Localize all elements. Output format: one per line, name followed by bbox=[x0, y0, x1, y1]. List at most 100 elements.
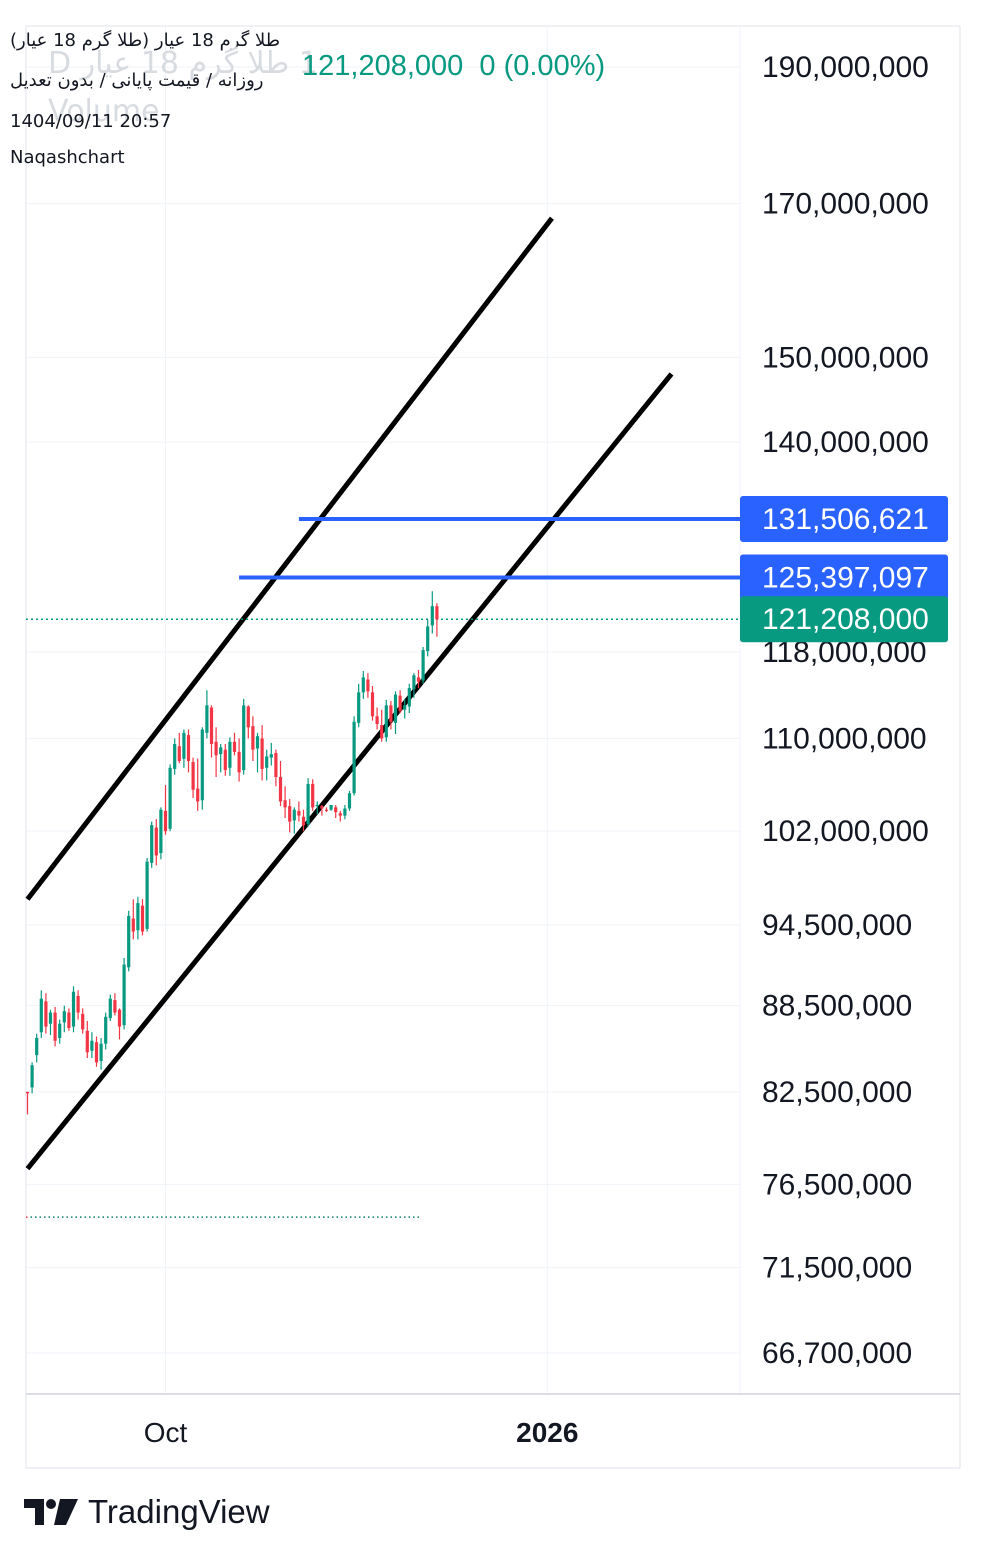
drawing-layer[interactable] bbox=[25, 216, 740, 1218]
candle-body bbox=[292, 809, 296, 821]
candle-body bbox=[94, 1042, 99, 1063]
price-tick-label: 170,000,000 bbox=[762, 188, 929, 221]
candle-body bbox=[67, 1012, 71, 1029]
candle-body bbox=[232, 741, 237, 752]
candle-body bbox=[361, 677, 365, 693]
candle-body bbox=[403, 705, 407, 710]
candle-body bbox=[389, 705, 393, 722]
volume-watermark: Volume bbox=[48, 94, 160, 129]
price-tick-label: 88,500,000 bbox=[762, 990, 912, 1023]
price-change: 0 (0.00%) bbox=[479, 50, 606, 82]
watermark-interval: D bbox=[48, 46, 72, 81]
candle-body bbox=[205, 705, 209, 733]
candle-body bbox=[81, 1013, 85, 1030]
last-price: 121,208,000 bbox=[302, 50, 464, 82]
candle-body bbox=[186, 735, 191, 761]
candle-body bbox=[357, 692, 361, 723]
candle-body bbox=[329, 804, 333, 810]
candle-body bbox=[108, 998, 112, 1019]
candle-body bbox=[140, 905, 145, 932]
candle-body bbox=[343, 808, 347, 816]
candle-body bbox=[99, 1043, 103, 1061]
candle-body bbox=[136, 903, 140, 931]
candle-body bbox=[58, 1023, 62, 1038]
candle-body bbox=[306, 783, 310, 824]
candle-body bbox=[352, 721, 356, 794]
candle-body bbox=[53, 1012, 57, 1041]
candle-body bbox=[44, 1001, 48, 1027]
tradingview-logo-icon bbox=[24, 1499, 78, 1525]
candle-body bbox=[366, 679, 370, 692]
level-price-badge-bg bbox=[740, 496, 948, 543]
candle-body bbox=[393, 694, 398, 723]
candle-body bbox=[384, 705, 388, 738]
candle-body bbox=[196, 788, 200, 802]
candle-body bbox=[435, 606, 439, 620]
candle-body bbox=[242, 705, 246, 771]
candle-body bbox=[283, 800, 287, 808]
candle-body bbox=[380, 725, 384, 739]
candle-body bbox=[430, 606, 434, 626]
price-tick-label: 190,000,000 bbox=[762, 51, 929, 84]
candle-body bbox=[200, 729, 204, 801]
candle-body bbox=[163, 810, 168, 832]
candle-body bbox=[421, 650, 425, 681]
price-tick-label: 110,000,000 bbox=[762, 722, 927, 755]
candle-body bbox=[122, 964, 126, 1026]
time-axis[interactable]: Oct 2026 bbox=[144, 1417, 579, 1448]
candle-body bbox=[288, 806, 292, 822]
price-tick-label: 102,000,000 bbox=[762, 815, 929, 848]
trend-channel-line[interactable] bbox=[25, 372, 674, 1171]
candle-body bbox=[320, 806, 324, 809]
candle-body bbox=[71, 991, 76, 1027]
candle-body bbox=[228, 741, 232, 768]
symbol-watermark: 1 طلا گرم 18 عیار D bbox=[48, 46, 318, 81]
candle-body bbox=[154, 827, 158, 856]
time-tick-label: Oct bbox=[144, 1417, 188, 1448]
candle-body bbox=[334, 807, 338, 813]
price-tick-label: 71,500,000 bbox=[762, 1252, 912, 1285]
candle-body bbox=[278, 776, 283, 802]
candle-body bbox=[39, 998, 43, 1033]
candle-body bbox=[182, 732, 186, 759]
candle-body bbox=[177, 746, 181, 761]
candle-body bbox=[223, 749, 227, 771]
candle-body bbox=[255, 736, 260, 749]
price-axis[interactable]: 190,000,000 170,000,000 150,000,000 140,000… bbox=[762, 51, 929, 1370]
candle-body bbox=[412, 675, 416, 690]
candle-body bbox=[265, 756, 269, 768]
tradingview-brand[interactable]: TradingView bbox=[24, 1493, 270, 1531]
price-tick-label: 150,000,000 bbox=[762, 341, 929, 374]
candle-body bbox=[426, 626, 430, 652]
candle-body bbox=[237, 751, 241, 773]
candle-body bbox=[260, 738, 264, 769]
price-badges: 131,506,621 125,397,097 121,208,000 bbox=[740, 496, 948, 643]
symbol-title: طلا گرم 18 عیار (طلا گرم 18 عیار) bbox=[10, 30, 281, 51]
candle-body bbox=[315, 804, 319, 807]
price-tick-label: 140,000,000 bbox=[762, 426, 929, 459]
candle-body bbox=[191, 762, 195, 790]
tradingview-wordmark: TradingView bbox=[88, 1493, 270, 1530]
candle-body bbox=[90, 1040, 94, 1051]
candle-body bbox=[416, 677, 421, 682]
candle-body bbox=[209, 707, 214, 745]
candle-body bbox=[347, 793, 352, 809]
author-name: Naqashchart bbox=[10, 147, 125, 168]
level-price-badge-bg bbox=[740, 554, 948, 601]
candle-body bbox=[131, 918, 135, 932]
candle-body bbox=[370, 692, 375, 717]
candle-body bbox=[85, 1030, 89, 1053]
chart-frame bbox=[25, 25, 961, 1469]
price-tick-label: 76,500,000 bbox=[762, 1169, 912, 1202]
candle-body bbox=[301, 816, 306, 826]
price-tick-label: 66,700,000 bbox=[762, 1337, 912, 1370]
candle-body bbox=[113, 1000, 117, 1013]
candle-body bbox=[127, 915, 131, 968]
candle-body bbox=[30, 1065, 34, 1088]
last-quote: 121,208,000 0 (0.00%) bbox=[302, 50, 605, 83]
candle-body bbox=[251, 726, 255, 750]
candle-body bbox=[375, 716, 379, 724]
candle-body bbox=[25, 1091, 30, 1094]
trend-channel-line[interactable] bbox=[25, 216, 554, 901]
